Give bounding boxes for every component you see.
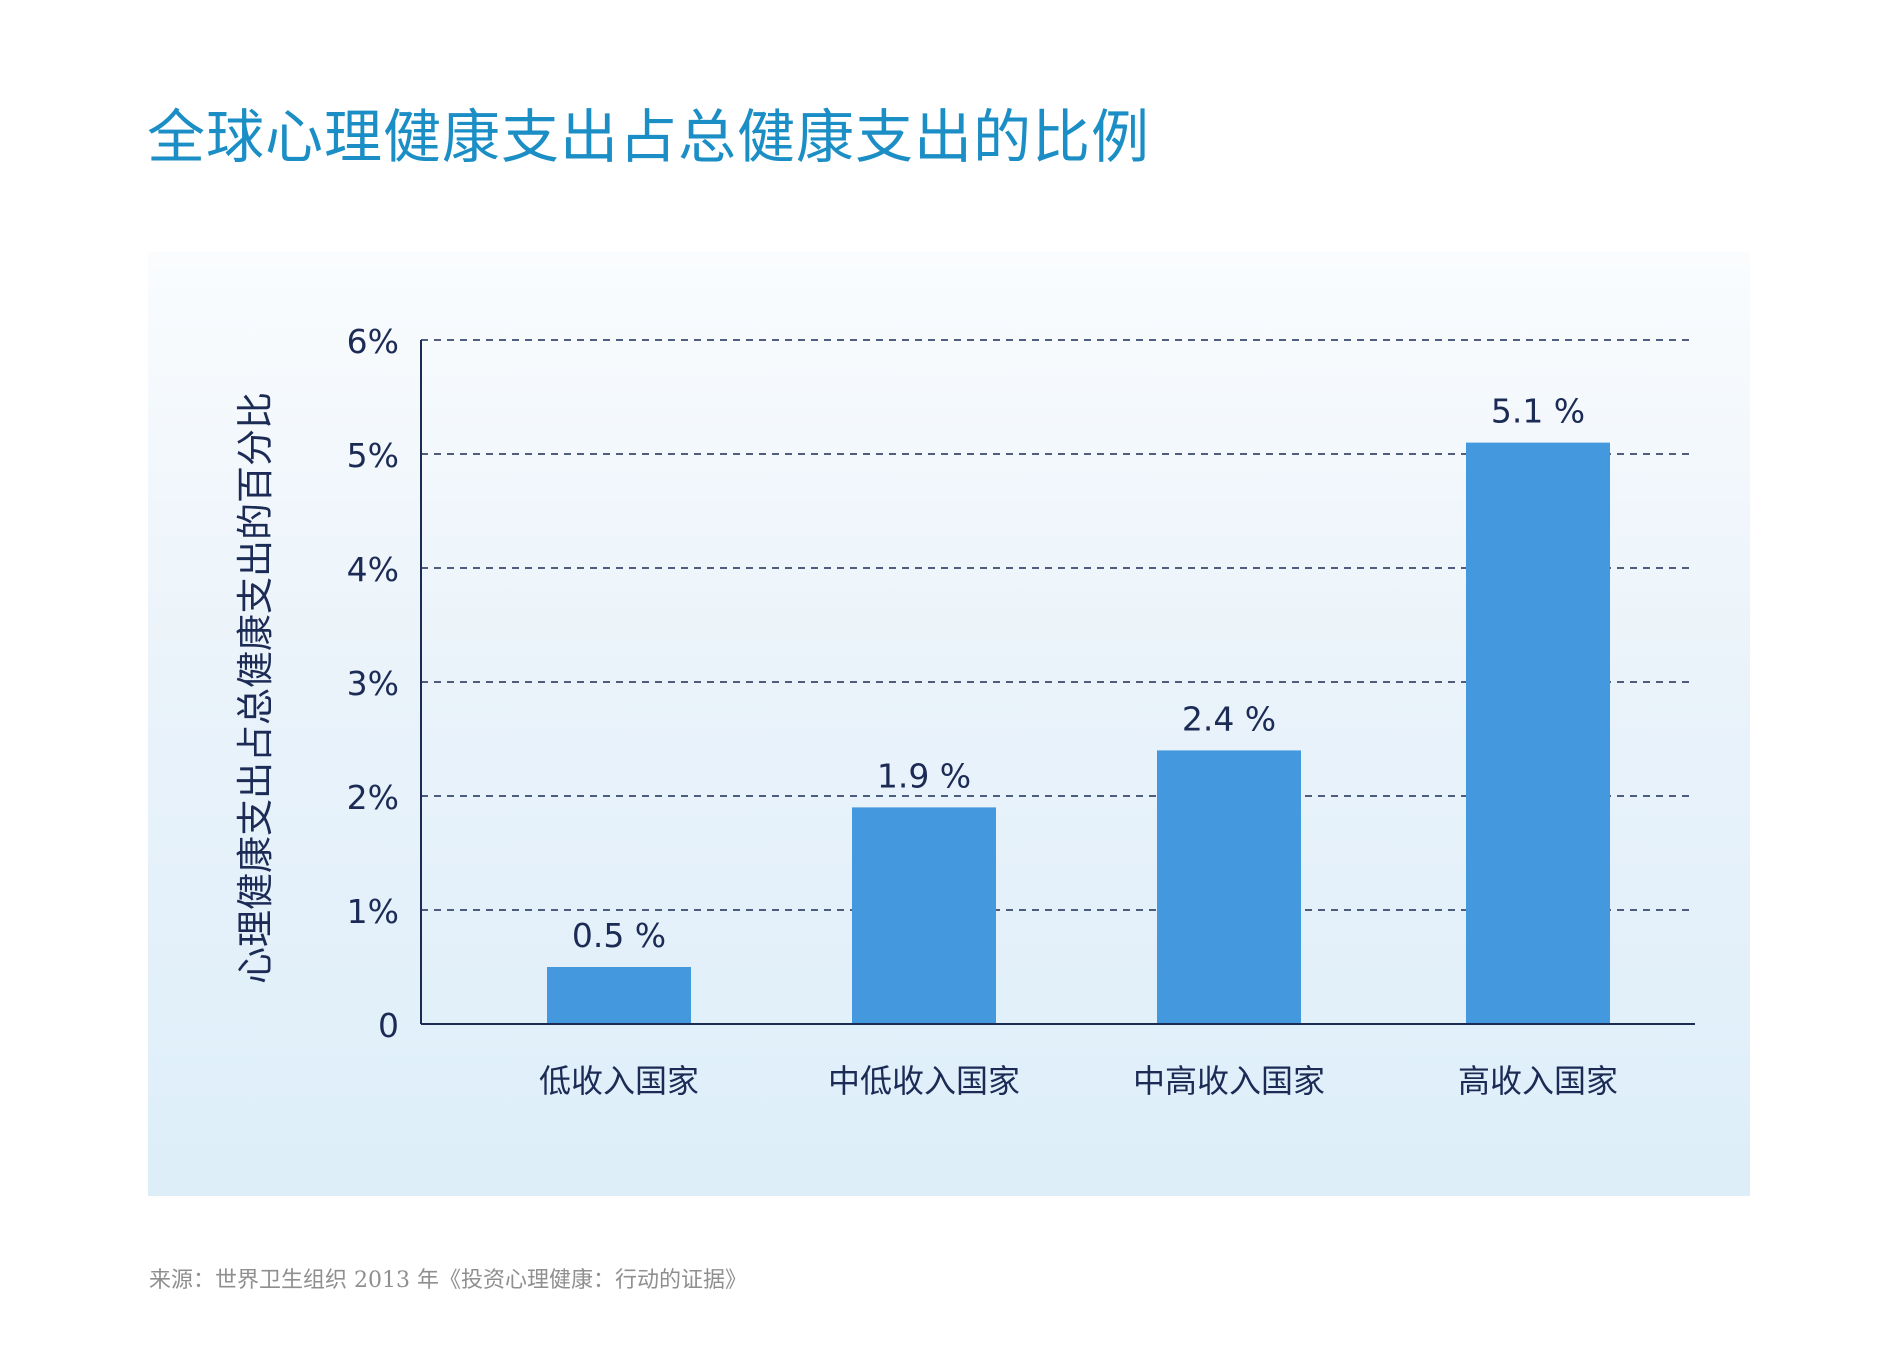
data-label: 2.4 % xyxy=(1182,699,1276,738)
y-tick-label: 5% xyxy=(347,436,399,475)
data-label: 5.1 % xyxy=(1491,392,1585,431)
bar xyxy=(1157,750,1301,1024)
gridlines xyxy=(421,339,1695,911)
y-tick-label: 4% xyxy=(347,550,399,589)
bars xyxy=(547,442,1610,1025)
y-tick-label: 1% xyxy=(347,892,399,931)
data-label: 1.9 % xyxy=(877,756,971,795)
x-tick-label: 中低收入国家 xyxy=(828,1062,1020,1100)
y-tick-label: 0 xyxy=(378,1006,399,1045)
x-tick-label: 高收入国家 xyxy=(1458,1062,1618,1100)
y-tick-label: 6% xyxy=(347,322,399,361)
labels: 0 1% 2% 3% 4% 5% 6% 0.5 % 低收入国家 1.9 % 中低收入国家 2.4 % 中… xyxy=(347,322,1618,1100)
y-tick-label: 3% xyxy=(347,664,399,703)
source-note: 来源：世界卫生组织 2013 年《投资心理健康：行动的证据》 xyxy=(149,1268,747,1293)
bar xyxy=(1466,442,1610,1025)
x-tick-label: 低收入国家 xyxy=(539,1062,699,1100)
page-title: 全球心理健康支出占总健康支出的比例 xyxy=(147,103,1151,171)
data-label: 0.5 % xyxy=(572,916,666,955)
y-tick-label: 2% xyxy=(347,778,399,817)
axes xyxy=(420,340,1695,1025)
bar xyxy=(547,967,691,1024)
y-axis-label: 心理健康支出占总健康支出的百分比 xyxy=(234,392,277,984)
bar xyxy=(852,807,996,1024)
x-tick-label: 中高收入国家 xyxy=(1133,1062,1325,1100)
